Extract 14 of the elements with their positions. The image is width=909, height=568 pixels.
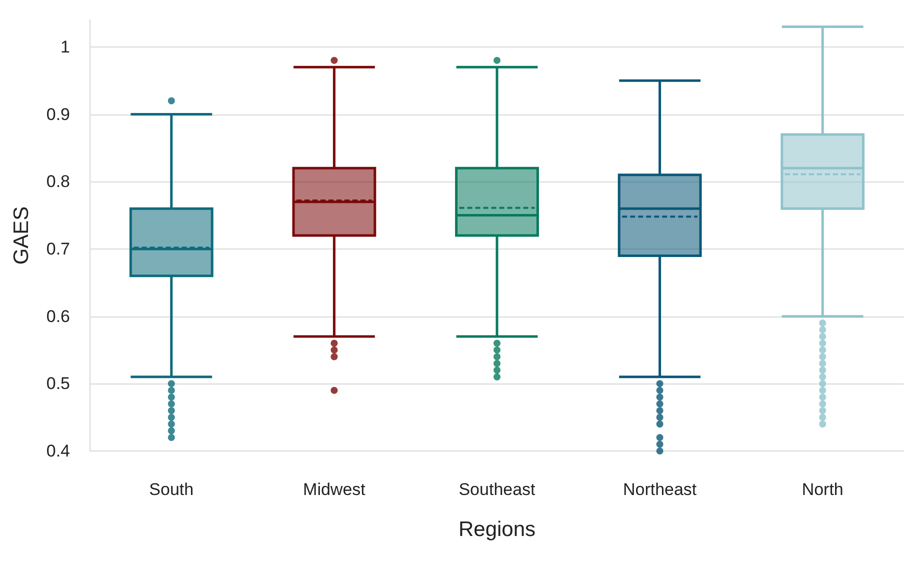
x-tick-label: Midwest — [303, 480, 366, 499]
x-tick-label: Northeast — [622, 480, 697, 499]
x-tick-label: Southeast — [458, 480, 536, 499]
y-tick-label: 0.8 — [46, 172, 70, 192]
y-tick-label: 1 — [60, 37, 70, 56]
x-axis-title: Regions — [458, 518, 536, 541]
x-tick-label: South — [149, 480, 194, 499]
y-axis-title: GAES — [10, 206, 33, 265]
y-tick-label: 0.6 — [46, 306, 70, 326]
y-tick-label: 0.7 — [46, 239, 70, 258]
x-tick-label: North — [802, 480, 844, 499]
y-tick-label: 0.5 — [46, 374, 70, 394]
y-tick-label: 0.9 — [46, 104, 70, 124]
y-tick-label: 0.4 — [46, 442, 70, 460]
